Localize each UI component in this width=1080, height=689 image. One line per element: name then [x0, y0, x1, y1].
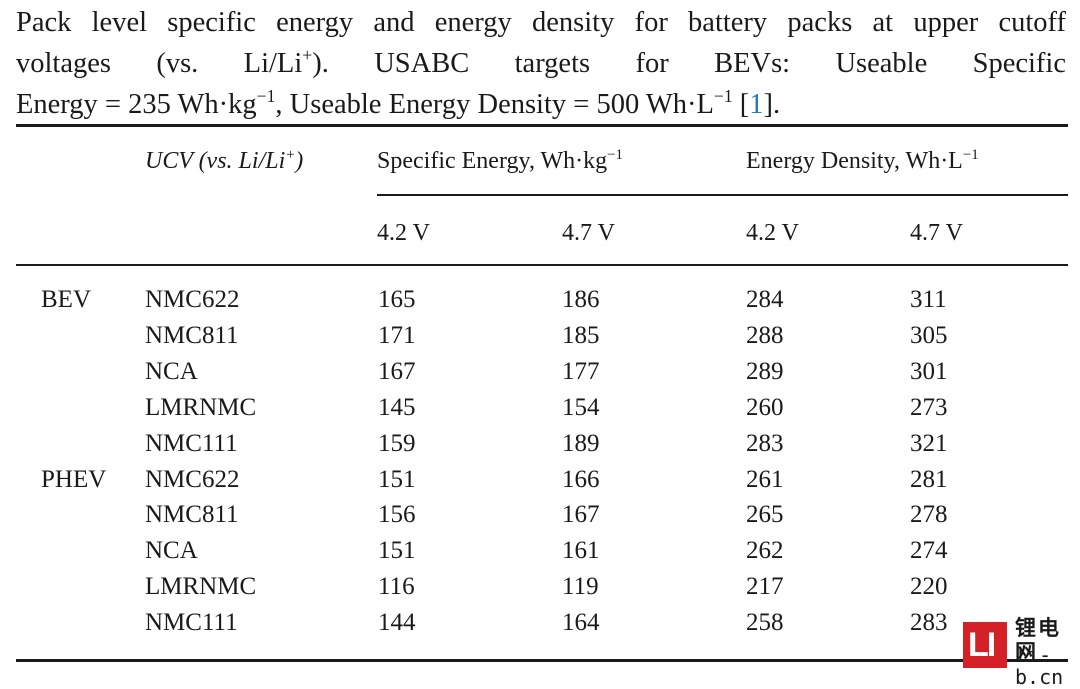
chemistry-cell: NMC622 [145, 286, 240, 313]
caption-line-2-text: voltages (vs. Li/Li [16, 48, 303, 79]
chemistry-cell: NMC111 [145, 429, 238, 457]
caption-line-3: Energy = 235 Wh·kg−1, Useable Energy Den… [16, 84, 1066, 125]
specific-energy-4-2-cell: 156 [378, 501, 416, 529]
specific-energy-4-2-cell: 144 [378, 609, 416, 637]
specific-energy-4-2-cell: 171 [378, 321, 416, 349]
energy-density-label: Energy Density, Wh·L [746, 148, 963, 174]
specific-energy-4-2-cell: 167 [378, 357, 416, 385]
specific-energy-4-2-cell: 165 [378, 286, 416, 313]
logo-url-text: li-b.cn [1015, 643, 1064, 689]
specific-energy-4-7-cell: 167 [562, 501, 600, 529]
voltage-header-se-4-2: 4.2 V [377, 220, 430, 246]
chemistry-cell: NMC811 [145, 321, 239, 349]
energy-density-4-7-cell: 220 [910, 573, 948, 601]
ucv-close: ) [295, 148, 304, 174]
chemistry-cell: NCA [145, 537, 198, 565]
energy-density-4-7-cell: 311 [910, 286, 947, 313]
specific-energy-4-2-cell: 116 [378, 573, 415, 601]
energy-density-4-2-cell: 289 [746, 357, 784, 385]
caption-superscript: −1 [713, 86, 733, 107]
energy-density-4-2-cell: 261 [746, 465, 784, 493]
energy-density-4-2-cell: 283 [746, 429, 784, 457]
voltage-header-ed-4-2: 4.2 V [746, 220, 799, 246]
specific-energy-label: Specific Energy, Wh·kg [377, 148, 608, 174]
specific-energy-4-2-cell: 145 [378, 393, 416, 421]
specific-energy-4-7-cell: 177 [562, 357, 600, 385]
specific-energy-4-2-cell: 151 [378, 537, 416, 565]
specific-energy-superscript: −1 [607, 146, 623, 163]
ucv-label: UCV (vs. Li/Li [145, 148, 286, 174]
specific-energy-4-7-cell: 154 [562, 393, 600, 421]
table-caption: Pack level specific energy and energy de… [16, 2, 1066, 125]
header-mid-rule [377, 194, 1068, 196]
energy-density-4-2-cell: 288 [746, 321, 784, 349]
caption-line-3-a: Energy = 235 Wh·kg [16, 89, 257, 120]
energy-density-superscript: −1 [962, 146, 979, 163]
energy-density-4-7-cell: 281 [910, 465, 948, 493]
specific-energy-4-2-cell: 151 [378, 465, 416, 493]
chemistry-cell: LMRNMC [145, 393, 257, 421]
energy-density-header: Energy Density, Wh·L−1 [746, 146, 979, 176]
citation-link[interactable]: 1 [749, 89, 764, 120]
caption-superscript: −1 [256, 86, 276, 107]
energy-density-4-2-cell: 217 [746, 573, 784, 601]
chemistry-cell: LMRNMC [145, 573, 257, 601]
caption-line-3-b: , Useable Energy Density = 500 Wh·L [275, 89, 714, 120]
energy-density-4-7-cell: 301 [910, 357, 948, 385]
logo-mark-icon: LI [963, 622, 1007, 668]
energy-density-4-2-cell: 260 [746, 393, 784, 421]
energy-density-4-7-cell: 274 [910, 537, 948, 565]
specific-energy-4-7-cell: 186 [562, 286, 600, 313]
specific-energy-4-7-cell: 166 [562, 465, 600, 493]
voltage-header-se-4-7: 4.7 V [562, 220, 615, 246]
energy-density-4-2-cell: 258 [746, 609, 784, 637]
chemistry-cell: NMC622 [145, 465, 240, 493]
energy-density-4-2-cell: 265 [746, 501, 784, 529]
logo-chinese-text: 锂电网 [1015, 616, 1061, 664]
caption-line-2: voltages (vs. Li/Li+). USABC targets for… [16, 43, 1066, 84]
chemistry-cell: NCA [145, 357, 198, 385]
specific-energy-4-7-cell: 185 [562, 321, 600, 349]
header-bottom-rule [16, 264, 1068, 266]
caption-line-1: Pack level specific energy and energy de… [16, 7, 1066, 38]
energy-density-4-2-cell: 262 [746, 537, 784, 565]
group-cell: PHEV [41, 465, 107, 493]
chemistry-cell: NMC811 [145, 501, 239, 529]
table-bottom-rule [16, 659, 1068, 662]
energy-density-4-7-cell: 305 [910, 321, 948, 349]
specific-energy-4-7-cell: 119 [562, 573, 599, 601]
logo-mark-text: LI [968, 626, 996, 664]
voltage-header-ed-4-7: 4.7 V [910, 220, 963, 246]
ucv-superscript: + [285, 146, 296, 163]
energy-density-4-7-cell: 278 [910, 501, 948, 529]
group-cell: BEV [41, 286, 91, 313]
energy-density-4-2-cell: 284 [746, 286, 784, 313]
specific-energy-4-7-cell: 161 [562, 537, 600, 565]
caption-line-2-rest: ). USABC targets for BEVs: Useable Speci… [312, 48, 1066, 79]
caption-superscript: + [302, 45, 313, 66]
specific-energy-4-7-cell: 189 [562, 429, 600, 457]
watermark-logo: LI 锂电网 li-b.cn [963, 612, 1080, 688]
energy-density-4-7-cell: 283 [910, 609, 948, 637]
ucv-column-header: UCV (vs. Li/Li+) [145, 146, 303, 176]
caption-line-3-c: [ [732, 89, 750, 120]
specific-energy-4-7-cell: 164 [562, 609, 600, 637]
energy-density-4-7-cell: 321 [910, 429, 948, 457]
energy-density-4-7-cell: 273 [910, 393, 948, 421]
specific-energy-header: Specific Energy, Wh·kg−1 [377, 146, 623, 176]
table-top-rule [16, 124, 1068, 127]
specific-energy-4-2-cell: 159 [378, 429, 416, 457]
chemistry-cell: NMC111 [145, 609, 238, 637]
caption-line-3-d: ]. [763, 89, 781, 120]
